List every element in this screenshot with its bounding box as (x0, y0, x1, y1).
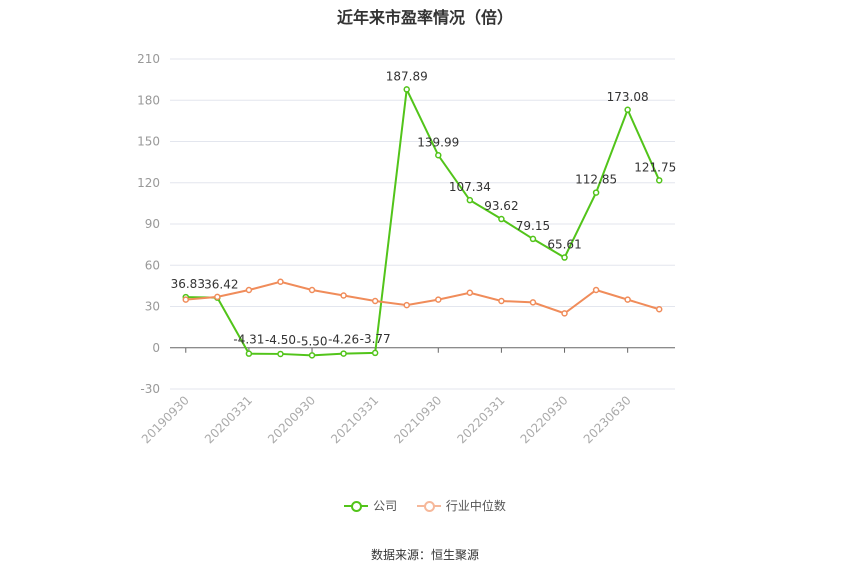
legend-item-industry-median[interactable]: 行业中位数 (416, 497, 506, 514)
data-point-industry-median (182, 296, 190, 303)
data-point-industry-median (592, 286, 600, 294)
x-tick-label: 20190930 (139, 393, 192, 446)
data-label: -5.50 (297, 334, 328, 348)
data-point-industry-median (371, 297, 379, 305)
x-tick-label: 20210930 (391, 393, 444, 446)
data-point-company (655, 177, 663, 184)
y-tick-label: 90 (145, 217, 160, 231)
x-tick-label: 20220930 (518, 393, 571, 446)
data-point-industry-median (340, 292, 347, 299)
data-point-company (466, 196, 474, 204)
data-point-industry-median (245, 286, 253, 294)
legend-swatch-industry-median (416, 499, 441, 513)
legend-item-company[interactable]: 公司 (344, 497, 397, 514)
data-point-company (403, 86, 410, 93)
data-label: 187.89 (386, 69, 428, 83)
data-point-company (371, 349, 379, 357)
data-point-industry-median (624, 296, 631, 303)
x-tick-label: 20220331 (454, 393, 507, 446)
data-point-company (592, 189, 600, 196)
data-point-company (308, 352, 316, 359)
y-tick-label: 120 (137, 176, 160, 190)
legend-label-company: 公司 (373, 499, 398, 513)
data-label: 107.34 (449, 180, 491, 194)
legend: 公司 行业中位数 (0, 497, 850, 516)
data-point-company (624, 106, 631, 114)
data-point-company (435, 152, 442, 159)
series-line-industry-median (185, 280, 660, 315)
data-point-company (498, 215, 505, 223)
data-point-company (277, 350, 284, 358)
x-tick-label: 20200930 (265, 393, 318, 446)
y-tick-label: 150 (137, 135, 160, 149)
data-label: 121.75 (634, 160, 676, 174)
data-point-company (529, 235, 537, 243)
y-tick-label: 60 (145, 258, 160, 272)
chart-title: 近年来市盈率情况（倍） (336, 8, 513, 27)
x-tick-label: 20210331 (328, 393, 381, 446)
data-label: -4.31 (233, 333, 264, 347)
data-point-industry-median (529, 299, 537, 306)
y-tick-label: 0 (152, 341, 160, 355)
data-point-industry-median (498, 297, 505, 305)
data-label: 112.85 (575, 173, 617, 187)
data-label: 36.83 (171, 277, 205, 291)
data-point-industry-median (214, 293, 221, 301)
data-point-industry-median (403, 301, 410, 309)
x-tick-label: 20230630 (581, 393, 634, 446)
data-label: -4.50 (265, 333, 296, 347)
data-point-industry-median (655, 306, 663, 313)
legend-label-industry-median: 行业中位数 (445, 499, 506, 513)
data-point-company (340, 350, 347, 357)
data-label: 79.15 (516, 219, 550, 233)
y-tick-label: 30 (145, 300, 160, 314)
x-tick-label: 20200331 (202, 393, 255, 446)
data-point-industry-median (308, 286, 316, 294)
data-label: 173.08 (607, 90, 649, 104)
source-note: 数据来源：恒生聚源 (370, 548, 479, 562)
series-line-company (185, 85, 661, 357)
legend-swatch-company (344, 499, 369, 513)
y-tick-label: 180 (137, 93, 160, 107)
data-point-industry-median (466, 289, 474, 296)
data-point-industry-median (277, 278, 284, 285)
data-label: 65.61 (547, 238, 581, 252)
y-tick-label: -30 (140, 382, 160, 396)
data-point-industry-median (435, 296, 442, 303)
data-label: 36.42 (204, 278, 238, 292)
data-point-company (561, 254, 568, 261)
data-point-company (245, 350, 253, 357)
data-label: 93.62 (484, 199, 518, 213)
data-label: -4.26 (328, 333, 359, 347)
data-label: -3.77 (360, 332, 391, 346)
data-point-industry-median (561, 310, 568, 317)
data-label: 139.99 (417, 135, 459, 149)
y-tick-label: 210 (137, 52, 160, 66)
